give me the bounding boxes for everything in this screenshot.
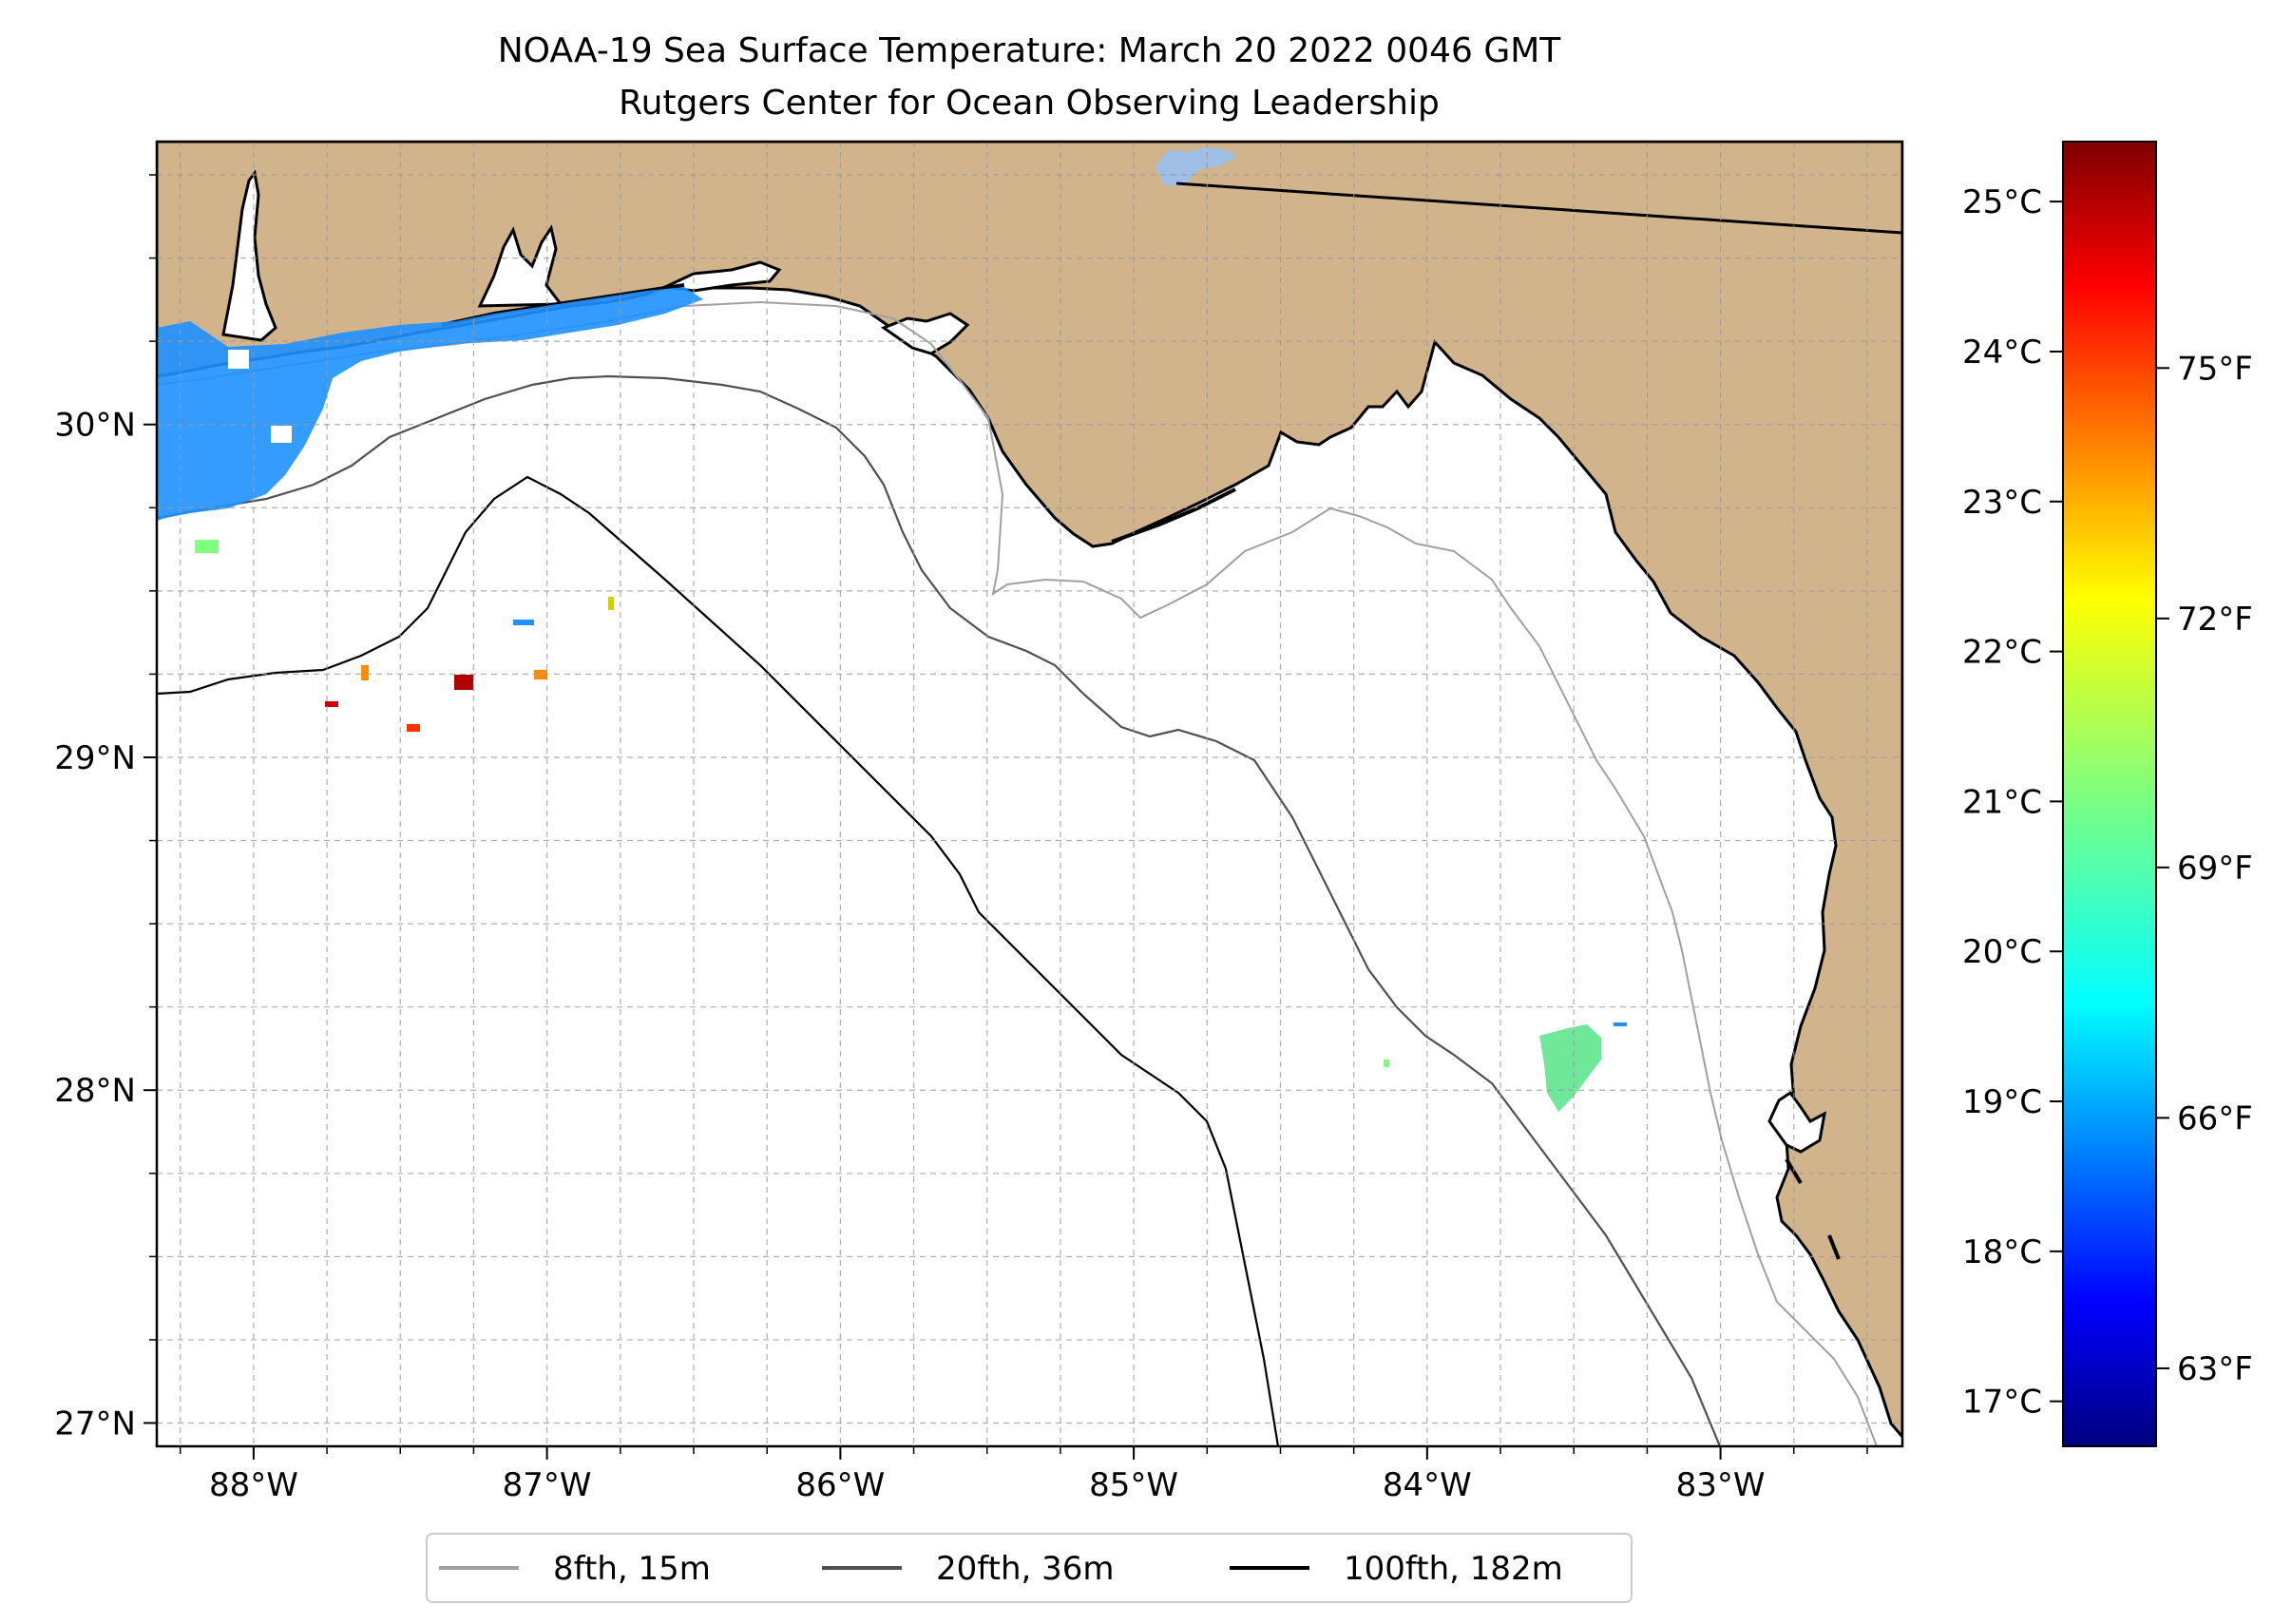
sst-gap	[228, 350, 249, 369]
lat-tick-label: 28°N	[54, 1072, 136, 1110]
sst-pixel	[407, 724, 420, 732]
lake	[1155, 147, 1237, 186]
celsius-tick-label: 18°C	[1962, 1233, 2042, 1271]
sst-gap	[271, 426, 292, 443]
sst-patch-mobile	[157, 287, 703, 521]
lon-tick-label: 84°W	[1383, 1466, 1472, 1504]
legend-label: 100fth, 182m	[1344, 1550, 1563, 1588]
sst-pixel	[1384, 1060, 1389, 1067]
map-title: NOAA-19 Sea Surface Temperature: March 2…	[498, 31, 1562, 70]
sst-pixel	[361, 665, 369, 680]
lat-tick-label: 29°N	[54, 739, 136, 777]
mobile-bay	[221, 169, 277, 342]
longitude-axis: 88°W 87°W 86°W 85°W 84°W 83°W	[179, 1446, 1868, 1504]
colorbar-celsius-ticks: 17°C 18°C 19°C 20°C 21°C 22°C 23°C 24°C 25°C	[1962, 183, 2063, 1422]
colorbar-fahrenheit-ticks: 63°F 66°F 69°F 72°F 75°F	[2156, 350, 2253, 1388]
sst-pixel	[325, 701, 338, 707]
lat-tick-label: 27°N	[54, 1404, 136, 1442]
sst-pixel	[608, 597, 614, 610]
celsius-tick-label: 22°C	[1962, 634, 2042, 672]
celsius-tick-label: 23°C	[1962, 484, 2042, 522]
lon-tick-label: 87°W	[503, 1466, 592, 1504]
celsius-tick-label: 20°C	[1962, 933, 2042, 971]
map-panel	[157, 142, 1902, 1446]
fahrenheit-tick-label: 69°F	[2177, 850, 2253, 888]
celsius-tick-label: 25°C	[1962, 183, 2042, 221]
lat-tick-label: 30°N	[54, 407, 136, 445]
map-frame	[155, 140, 1904, 1448]
sst-patch-east	[1539, 1024, 1601, 1112]
sst-data	[157, 287, 1627, 1112]
gridlines	[157, 142, 1902, 1446]
lon-tick-label: 85°W	[1089, 1466, 1178, 1504]
celsius-tick-label: 17°C	[1962, 1384, 2042, 1422]
lon-tick-label: 83°W	[1676, 1466, 1766, 1504]
contour-100fth	[157, 475, 1280, 1446]
celsius-tick-label: 19°C	[1962, 1083, 2042, 1121]
sst-pixel	[513, 620, 534, 625]
fahrenheit-tick-label: 63°F	[2177, 1350, 2253, 1388]
sst-pixel	[195, 540, 219, 553]
sst-pixel	[1614, 1022, 1627, 1026]
fahrenheit-tick-label: 72°F	[2177, 601, 2253, 639]
celsius-tick-label: 21°C	[1962, 783, 2042, 821]
map-subtitle: Rutgers Center for Ocean Observing Leade…	[619, 84, 1440, 123]
legend-box	[426, 1533, 1633, 1603]
state-boundary	[1175, 182, 1902, 235]
legend: 8fth, 15m 20fth, 36m 100fth, 182m	[426, 1533, 1633, 1603]
pensacola-bay	[477, 224, 563, 308]
sst-pixel	[454, 675, 473, 690]
contour-8fth	[157, 300, 1878, 1446]
lon-tick-label: 88°W	[209, 1466, 298, 1504]
celsius-tick-label: 24°C	[1962, 334, 2042, 372]
legend-label: 8fth, 15m	[553, 1550, 711, 1588]
sst-pixel	[534, 670, 547, 679]
fahrenheit-tick-label: 66°F	[2177, 1099, 2253, 1137]
lon-tick-label: 86°W	[795, 1466, 885, 1504]
fahrenheit-tick-label: 75°F	[2177, 350, 2253, 388]
legend-label: 20fth, 36m	[936, 1550, 1115, 1588]
choctawhatchee-bay	[659, 260, 782, 293]
latitude-axis: 27°N 28°N 29°N 30°N	[54, 174, 157, 1442]
colorbar	[2062, 141, 2157, 1447]
